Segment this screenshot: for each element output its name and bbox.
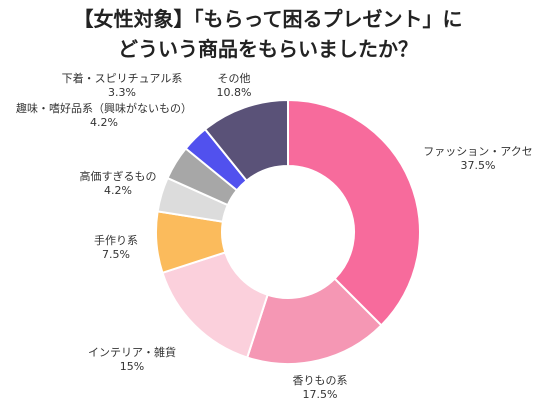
- slice-label-7: 下着・スピリチュアル系: [62, 71, 183, 85]
- chart-title-line-1: 【女性対象】「もらって困るプレゼント」に: [73, 7, 463, 31]
- slice-value-6: 4.2%: [90, 116, 118, 129]
- slice-label-8: その他: [218, 72, 251, 85]
- chart-title-line-2: どういう商品をもらいましたか？: [118, 37, 418, 61]
- slice-label-1: ファッション・アクセ: [423, 145, 532, 158]
- slice-label-5: 高価すぎるもの: [80, 169, 157, 183]
- slice-label-2: 香りもの系: [293, 374, 348, 387]
- slice-label-4: 手作り系: [94, 233, 138, 247]
- slice-value-7: 3.3%: [108, 86, 136, 99]
- donut-slice-8: [203, 98, 289, 183]
- slice-value-5: 4.2%: [104, 184, 132, 197]
- slice-value-1: 37.5%: [461, 159, 496, 172]
- slice-value-4: 7.5%: [102, 248, 130, 261]
- donut-slice-1: [287, 98, 421, 327]
- donut-slices: [155, 98, 421, 365]
- slice-label-3: インテリア・雑貨: [88, 345, 176, 359]
- chart-title: 【女性対象】「もらって困るプレゼント」に どういう商品をもらいましたか？: [0, 4, 536, 64]
- slice-label-6: 趣味・嗜好品系（興味がないもの）: [16, 101, 192, 115]
- slice-value-2: 17.5%: [303, 388, 338, 401]
- slice-value-3: 15%: [120, 360, 144, 373]
- donut-slice-2: [245, 277, 383, 365]
- slice-value-8: 10.8%: [217, 86, 252, 99]
